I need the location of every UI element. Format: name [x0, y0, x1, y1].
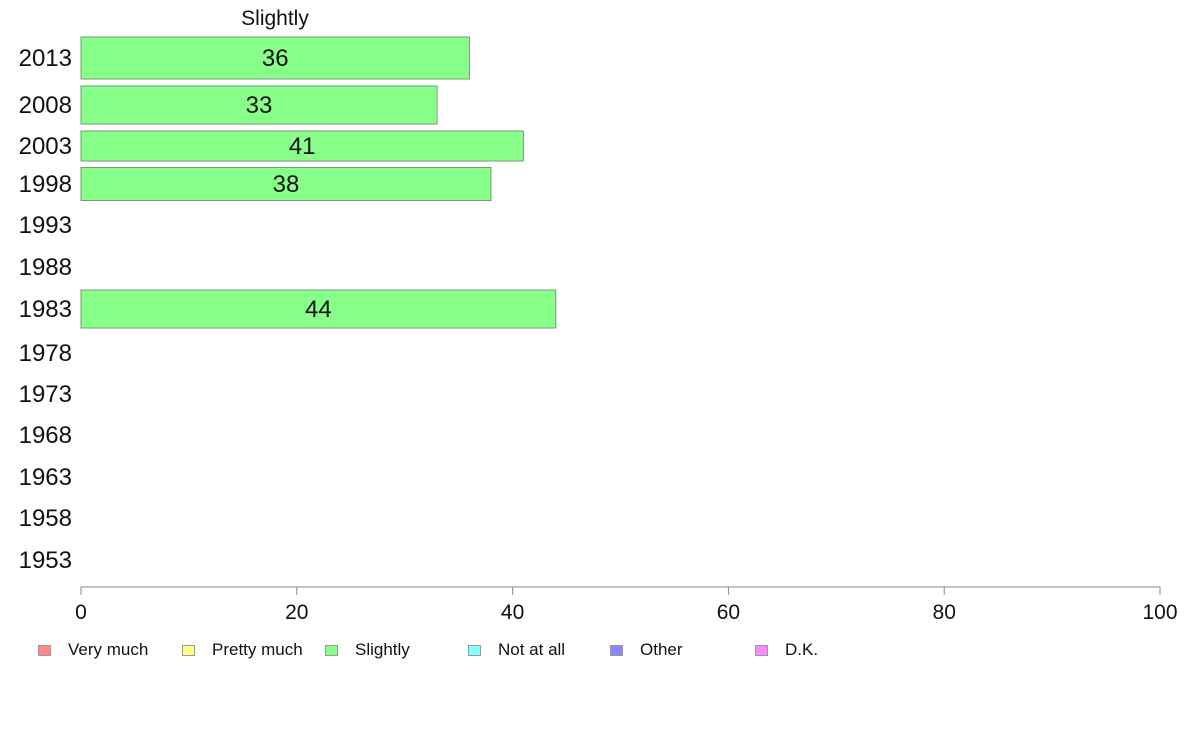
legend-label: Not at all: [498, 640, 566, 659]
legend-label: Other: [640, 640, 683, 659]
legend-swatch: [325, 644, 338, 656]
x-tick-label: 40: [501, 601, 524, 624]
legend-label: Very much: [68, 640, 149, 659]
legend-label: D.K.: [785, 640, 819, 659]
legend-item: D.K.: [755, 640, 818, 660]
y-tick-label: 1993: [19, 212, 72, 239]
bar: [80, 130, 524, 162]
legend-swatch: [182, 644, 195, 656]
y-tick-label: 1968: [19, 422, 72, 449]
y-tick-label: 1983: [19, 296, 72, 323]
y-tick-label: 1958: [19, 505, 72, 532]
x-tick-label: 100: [1142, 601, 1177, 624]
y-tick-label: 1978: [19, 340, 72, 367]
x-tick-label: 60: [717, 601, 740, 624]
legend: Very much Pretty much Slightly Not at all Ot…: [38, 640, 938, 660]
legend-label: Slightly: [355, 640, 410, 659]
bar-value-label: 33: [246, 92, 273, 119]
chart-title: Slightly: [241, 7, 309, 30]
legend-label: Pretty much: [212, 640, 303, 659]
y-tick-label: 2008: [19, 92, 72, 119]
bar-value-label: 44: [305, 296, 332, 323]
y-tick-label: 1973: [19, 381, 72, 408]
bars: 36 33 41 38 44: [80, 36, 557, 329]
x-axis: 0 20 40 60 80 100: [75, 586, 1178, 624]
bar: [80, 36, 470, 80]
bar: [80, 85, 438, 125]
legend-item: Pretty much: [182, 640, 303, 660]
legend-item: Not at all: [468, 640, 565, 660]
legend-item: Slightly: [325, 640, 410, 660]
y-tick-label: 1998: [19, 171, 72, 198]
legend-item: Other: [610, 640, 683, 660]
x-tick-label: 0: [75, 601, 87, 624]
legend-item: Very much: [38, 640, 148, 660]
legend-swatch: [610, 644, 623, 656]
x-tick-label: 80: [933, 601, 956, 624]
y-tick-label: 2013: [19, 45, 72, 72]
legend-swatch: [755, 644, 768, 656]
x-tick-label: 20: [285, 601, 308, 624]
bar-value-label: 38: [273, 171, 300, 198]
y-tick-label: 1953: [19, 547, 72, 574]
legend-swatch: [468, 644, 481, 656]
bar: [80, 167, 492, 201]
legend-swatch: [38, 644, 51, 656]
y-tick-label: 1963: [19, 464, 72, 491]
y-tick-label: 2003: [19, 133, 72, 160]
y-axis-labels: 2013 2008 2003 1998 1993 1988 1983 1978 1973 1968…: [19, 45, 72, 574]
bar: [80, 289, 557, 329]
y-tick-label: 1988: [19, 254, 72, 281]
bar-value-label: 41: [289, 133, 316, 160]
bar-value-label: 36: [262, 45, 289, 72]
